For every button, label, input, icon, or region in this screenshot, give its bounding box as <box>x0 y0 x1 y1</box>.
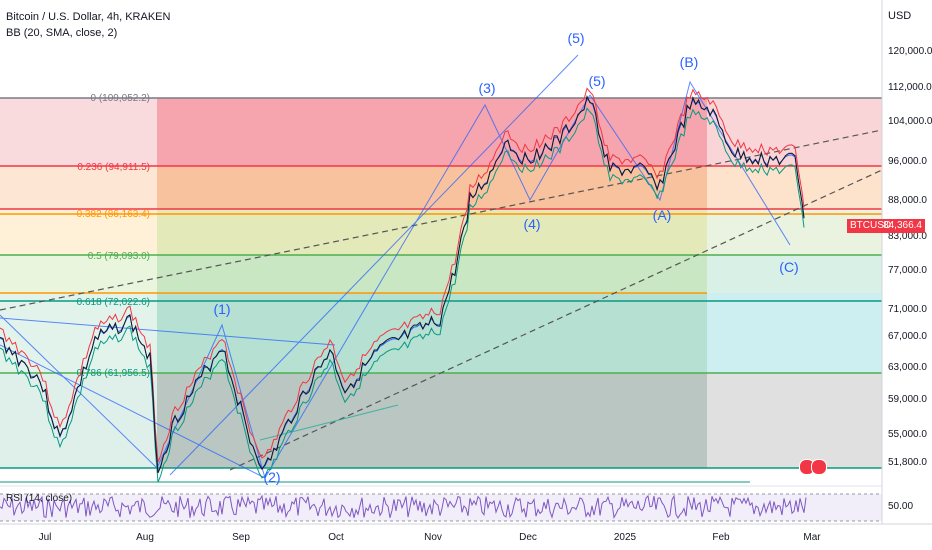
time-tick: Jul <box>39 532 52 543</box>
wave-label-c: (C) <box>779 259 798 275</box>
fib-zones-left <box>0 98 157 468</box>
price-tick: 120,000.0 <box>888 46 932 57</box>
price-tick: 104,000.0 <box>888 116 932 127</box>
wave-label-4: (4) <box>523 216 540 232</box>
price-tick: 63,000.0 <box>888 362 927 373</box>
rsi-pane <box>0 485 882 522</box>
price-tick: 96,000.0 <box>888 156 927 167</box>
fib-label-0: 0 (109,052.2) <box>91 93 151 104</box>
time-tick: Aug <box>136 532 154 543</box>
current-price-value: 84,366.4 <box>883 220 922 231</box>
time-axis[interactable]: Jul Aug Sep Oct Nov Dec 2025 Feb Mar <box>0 523 932 550</box>
currency-label[interactable]: USD <box>888 10 912 22</box>
time-tick: Mar <box>803 532 821 543</box>
indicator-legend[interactable]: BB (20, SMA, close, 2) <box>6 27 118 39</box>
time-tick: Oct <box>328 532 344 543</box>
fib-labels: 0 (109,052.2) 0.236 (94,911.5) 0.382 (86… <box>77 93 150 379</box>
rsi-tick: 50.00 <box>888 501 913 512</box>
rsi-line <box>0 494 807 520</box>
current-price-badge: BTCUSD 84,366.4 <box>847 219 925 233</box>
chart-title[interactable]: Bitcoin / U.S. Dollar, 4h, KRAKEN <box>6 11 171 23</box>
price-series <box>0 94 805 474</box>
fib-zones-main <box>157 98 707 468</box>
wave-label-group: (1) (2) (3) (4) (5) (5) (A) (B) (C) <box>213 30 798 485</box>
time-tick: 2025 <box>614 532 637 543</box>
fib-label-0382: 0.382 (86,163.4) <box>77 209 150 220</box>
time-tick: Nov <box>424 532 442 543</box>
fib-label-0786: 0.786 (61,956.5) <box>77 368 150 379</box>
wave-label-5-outer: (5) <box>567 30 584 46</box>
price-tick: 77,000.0 <box>888 265 927 276</box>
wave-label-5-inner: (5) <box>588 73 605 89</box>
price-tick: 67,000.0 <box>888 331 927 342</box>
fib-label-0236: 0.236 (94,911.5) <box>77 162 150 173</box>
bb-line <box>0 87 805 463</box>
price-line <box>0 94 805 474</box>
wave-label-3: (3) <box>478 80 495 96</box>
rsi-path <box>0 494 807 520</box>
time-tick: Sep <box>232 532 250 543</box>
price-tick: 83,000.0 <box>888 231 927 242</box>
bb-line <box>0 107 805 483</box>
price-tick: 112,000.0 <box>888 82 932 93</box>
wave-label-b: (B) <box>680 54 699 70</box>
time-tick: Feb <box>712 532 730 543</box>
fib-zones-right <box>707 98 882 468</box>
price-tick: 51,800.0 <box>888 457 927 468</box>
price-tick: 71,000.0 <box>888 304 927 315</box>
symbol-label: BTCUSD <box>850 220 892 231</box>
price-tick: 59,000.0 <box>888 394 927 405</box>
wave-label-1: (1) <box>213 301 230 317</box>
event-flag-icon[interactable] <box>811 459 827 475</box>
wave-label-a: (A) <box>653 207 672 223</box>
wave-label-2: (2) <box>263 469 280 485</box>
fib-label-05: 0.5 (79,093.0) <box>88 251 150 262</box>
fib-label-0618: 0.618 (72,022.6) <box>77 297 150 308</box>
price-tick: 88,000.0 <box>888 195 927 206</box>
trend-channel <box>0 129 883 471</box>
price-tick: 55,000.0 <box>888 429 927 440</box>
rsi-legend[interactable]: RSI (14, close) <box>6 493 73 504</box>
time-tick: Dec <box>519 532 537 543</box>
price-axis[interactable]: 120,000.0 112,000.0 104,000.0 96,000.0 8… <box>881 0 932 550</box>
